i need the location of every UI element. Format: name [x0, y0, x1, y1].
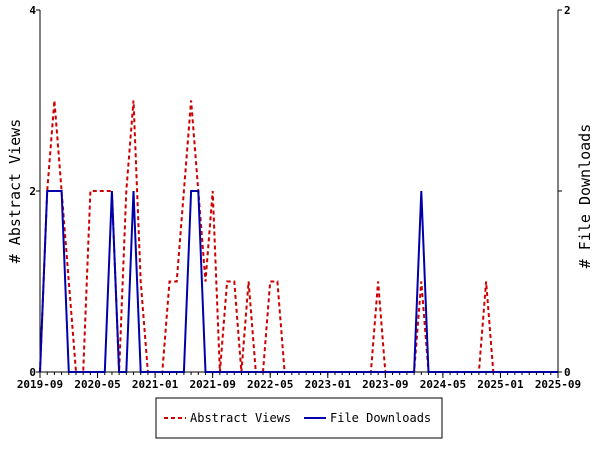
y-left-tick-label-0: 0	[29, 366, 36, 379]
legend-label-file-downloads: File Downloads	[330, 411, 431, 425]
series-layer	[39, 100, 558, 373]
x-tick-label-8: 2025-01	[477, 378, 524, 391]
legend: Abstract Views File Downloads	[155, 397, 443, 439]
x-tick-label-1: 2020-05	[74, 378, 120, 391]
x-tick-label-6: 2023-09	[362, 378, 408, 391]
tick-layer: 2019-09 2020-05 2021-01 2021-09 2022-05 2023-…	[17, 4, 581, 391]
y-axis-left-title: # Abstract Views	[6, 119, 24, 264]
legend-label-abstract-views: Abstract Views	[190, 411, 291, 425]
x-tick-label-5: 2023-01	[305, 378, 352, 391]
y-right-tick-label-2: 2	[564, 4, 571, 17]
y-left-tick-label-1: 2	[29, 185, 36, 198]
y-axis-right-title: # File Downloads	[576, 124, 594, 269]
x-tick-label-7: 2024-05	[420, 378, 466, 391]
x-tick-label-2: 2021-01	[132, 378, 179, 391]
y-right-tick-label-0: 0	[564, 366, 571, 379]
x-tick-label-4: 2022-05	[247, 378, 293, 391]
x-tick-label-3: 2021-09	[189, 378, 235, 391]
x-tick-label-9: 2025-09	[535, 378, 581, 391]
legend-box	[155, 397, 443, 439]
y-left-tick-label-2: 4	[29, 4, 36, 17]
x-tick-label-0: 2019-09	[17, 378, 63, 391]
